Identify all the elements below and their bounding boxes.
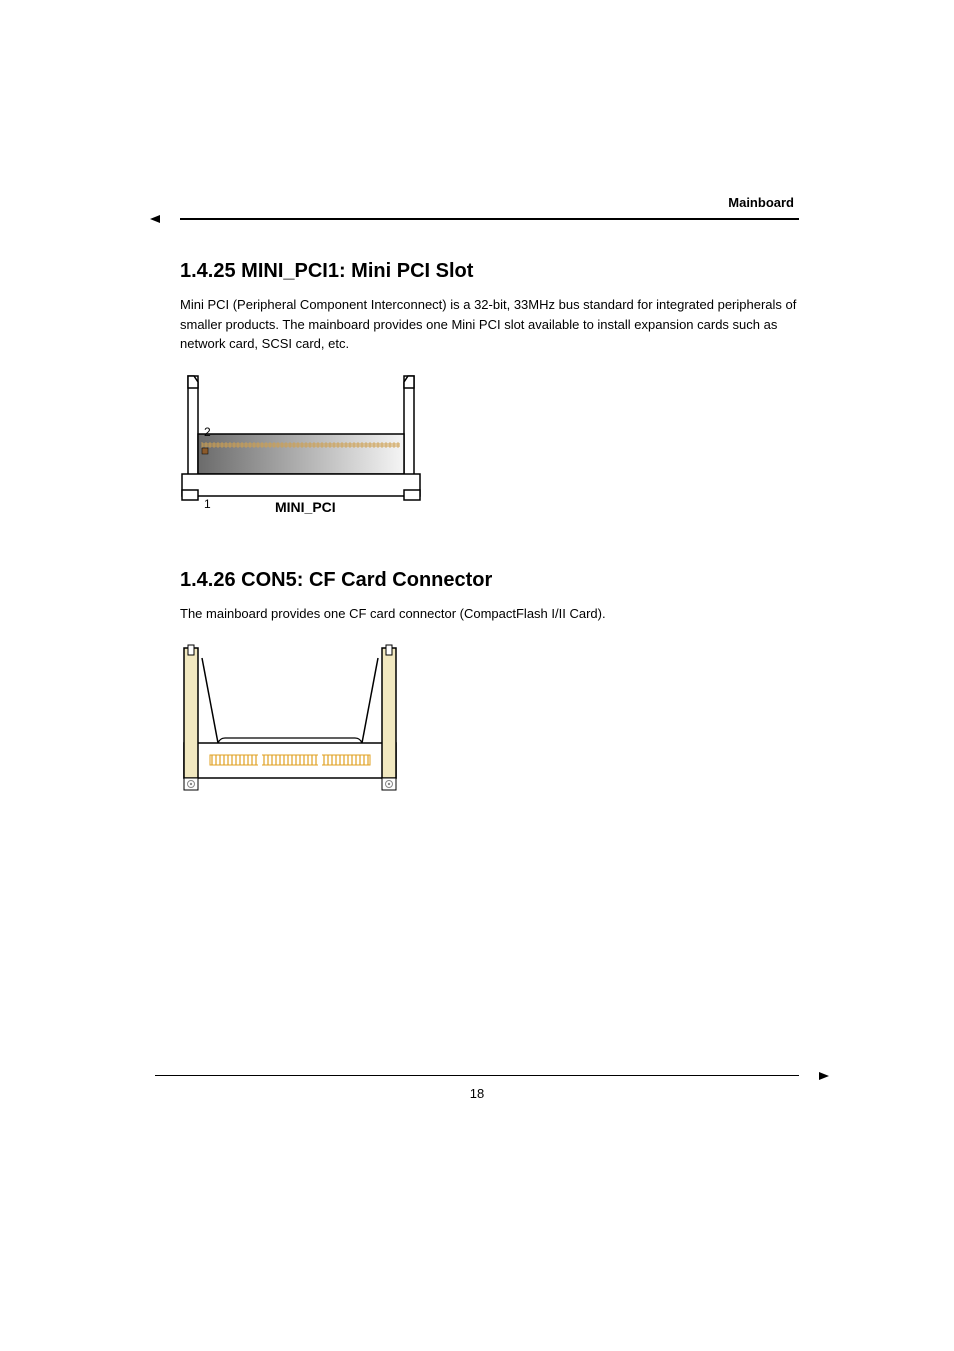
figure-caption-mini-pci: MINI_PCI	[275, 499, 336, 515]
figure-mini-pci: 2 1 MINI_PCI	[180, 374, 799, 524]
section-heading-cf: 1.4.26 CON5: CF Card Connector	[180, 569, 799, 592]
pin-label-2: 2	[204, 425, 211, 439]
body-text-cf: The mainboard provides one CF card conne…	[180, 604, 799, 624]
cf-connector-diagram	[180, 643, 400, 793]
footer-rule	[155, 1075, 799, 1077]
header-label: Mainboard	[180, 195, 799, 210]
pin-label-1: 1	[204, 497, 211, 511]
body-text-mini-pci: Mini PCI (Peripheral Component Interconn…	[180, 295, 799, 354]
page-number: 18	[0, 1086, 954, 1101]
mini-pci-diagram: 2 1 MINI_PCI	[180, 374, 422, 519]
section-heading-mini-pci: 1.4.25 MINI_PCI1: Mini PCI Slot	[180, 260, 799, 283]
figure-cf-connector	[180, 643, 799, 798]
header-rule	[180, 218, 799, 220]
